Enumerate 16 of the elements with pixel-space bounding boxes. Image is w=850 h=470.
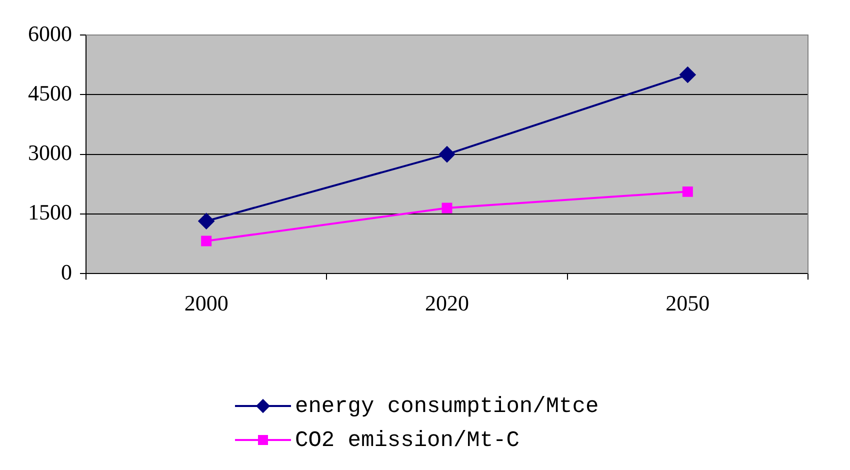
y-tick-label: 3000 [28, 140, 72, 166]
legend-label: CO2 emission/Mt-C [295, 428, 520, 452]
point [680, 66, 696, 83]
point [198, 213, 214, 230]
point [439, 146, 455, 162]
x-tick-label: 2050 [666, 290, 710, 316]
legend-label: energy consumption/Mtce [295, 394, 599, 418]
point [442, 202, 452, 214]
y-tick-label: 6000 [28, 20, 72, 46]
y-tick-label: 0 [61, 259, 72, 284]
point [682, 186, 693, 197]
x-tick-label: 2020 [425, 290, 469, 316]
y-tick-label: 1500 [28, 200, 72, 225]
x-tick-label: 2000 [184, 290, 228, 316]
y-tick-label: 4500 [28, 80, 72, 106]
point [201, 236, 212, 246]
